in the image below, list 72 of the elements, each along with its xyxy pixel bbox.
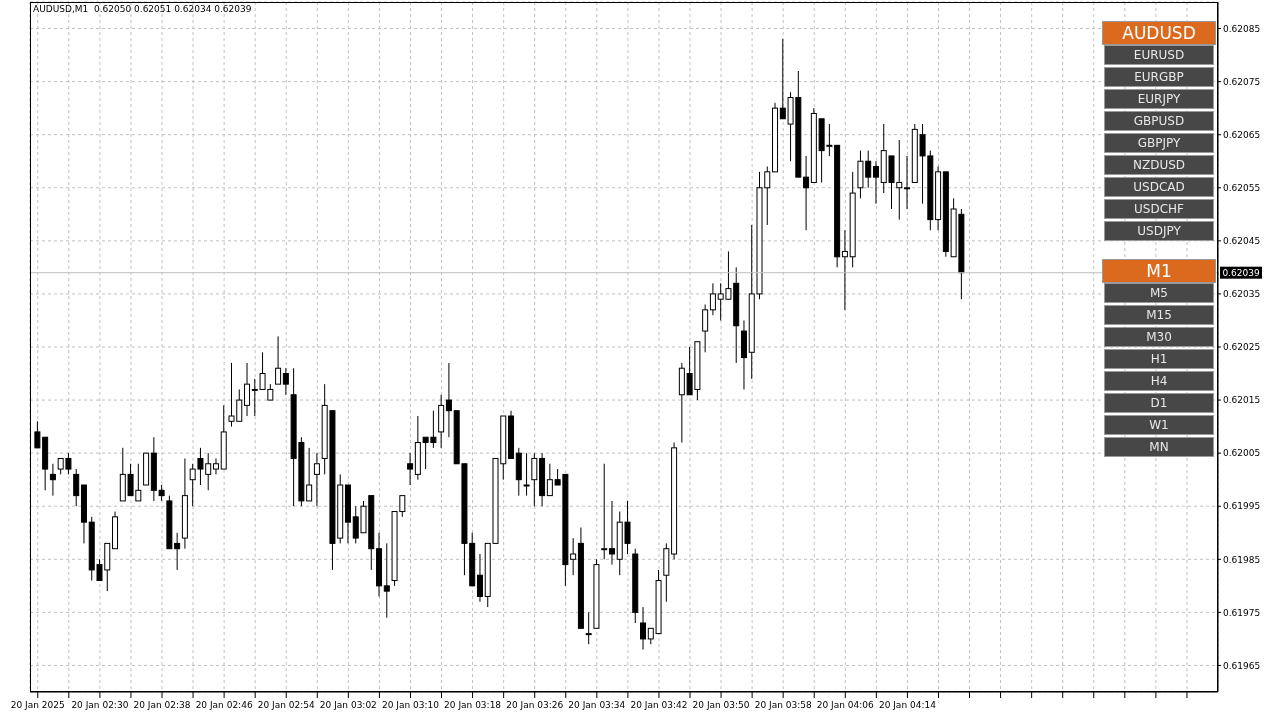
x-tick-label: 20 Jan 03:10	[381, 700, 440, 710]
candlestick	[244, 362, 251, 417]
button: USDJPY	[1104, 221, 1214, 241]
x-tick-label: 20 Jan 04:14	[878, 700, 937, 710]
button: AUDUSD	[1102, 21, 1216, 45]
candlestick	[445, 362, 452, 438]
y-tick-label: 0.62005	[1223, 448, 1261, 459]
x-tick-label: 20 Jan 03:58	[754, 700, 812, 710]
x-tick-label: 20 Jan 03:42	[630, 700, 688, 710]
button: M30	[1104, 327, 1214, 347]
candlestick	[585, 611, 592, 645]
y-tick-label: 0.62045	[1223, 236, 1261, 247]
y-tick-label: 0.61975	[1223, 607, 1261, 618]
y-tick-label: 0.61985	[1223, 554, 1261, 565]
candlestick	[608, 500, 615, 566]
x-tick-label: 20 Jan 02:54	[257, 700, 315, 710]
button: M5	[1104, 283, 1214, 303]
y-tick-label: 0.62055	[1223, 182, 1261, 193]
candlestick	[872, 160, 879, 205]
button: GBPUSD	[1104, 111, 1214, 131]
candlestick	[640, 606, 647, 651]
button: D1	[1104, 393, 1214, 413]
x-tick-label: 20 Jan 2025	[10, 700, 65, 710]
candlestick	[601, 463, 608, 560]
x-tick-label: 20 Jan 02:30	[71, 700, 129, 710]
button: MN	[1104, 437, 1214, 457]
candlestick	[275, 335, 282, 385]
x-tick-label: 20 Jan 03:50	[692, 700, 750, 710]
button: EURGBP	[1104, 67, 1214, 87]
x-tick-label: 20 Jan 02:46	[195, 700, 253, 710]
button: GBPJPY	[1104, 133, 1214, 153]
button: USDCAD	[1104, 177, 1214, 197]
candlestick	[476, 553, 483, 603]
candlestick	[709, 282, 716, 316]
y-tick-label: 0.62085	[1223, 23, 1261, 34]
candlestick	[407, 452, 414, 486]
y-tick-label: 0.62015	[1223, 395, 1261, 406]
x-tick-label: 20 Jan 04:06	[816, 700, 875, 710]
x-tick-label: 20 Jan 03:34	[568, 700, 626, 710]
chart-title: AUDUSD,M1 0.62050 0.62051 0.62034 0.62039	[33, 4, 252, 14]
y-tick-label: 0.61995	[1223, 501, 1261, 512]
button: H4	[1104, 371, 1214, 391]
candlestick	[282, 367, 289, 396]
candlestick	[73, 468, 80, 507]
candlestick	[904, 155, 911, 210]
candlestick	[313, 452, 320, 507]
y-tick-label: 0.62025	[1223, 342, 1261, 353]
button: USDCHF	[1104, 199, 1214, 219]
y-tick-label: 0.62065	[1223, 129, 1261, 140]
x-tick-label: 20 Jan 03:02	[319, 700, 377, 710]
candlestick	[803, 155, 810, 231]
button: H1	[1104, 349, 1214, 369]
x-tick-label: 20 Jan 02:38	[133, 700, 191, 710]
button: W1	[1104, 415, 1214, 435]
candlestick	[531, 452, 538, 507]
button: NZDUSD	[1104, 155, 1214, 175]
y-tick-label: 0.62035	[1223, 289, 1261, 300]
button: EURJPY	[1104, 89, 1214, 109]
candlestick	[523, 452, 530, 497]
ref-line-label: 0.62039	[1222, 267, 1260, 278]
button: M15	[1104, 305, 1214, 325]
x-tick-label: 20 Jan 03:18	[444, 700, 502, 710]
y-tick-label: 0.62075	[1223, 76, 1261, 87]
candlestick	[841, 229, 848, 311]
button: EURUSD	[1104, 45, 1214, 65]
candlestick	[383, 542, 390, 619]
candlestick	[702, 304, 709, 353]
y-tick-label: 0.61965	[1223, 660, 1261, 671]
candlestick	[49, 463, 56, 497]
candlestick	[212, 457, 219, 475]
x-tick-label: 20 Jan 03:26	[506, 700, 564, 710]
button: M1	[1102, 259, 1216, 283]
